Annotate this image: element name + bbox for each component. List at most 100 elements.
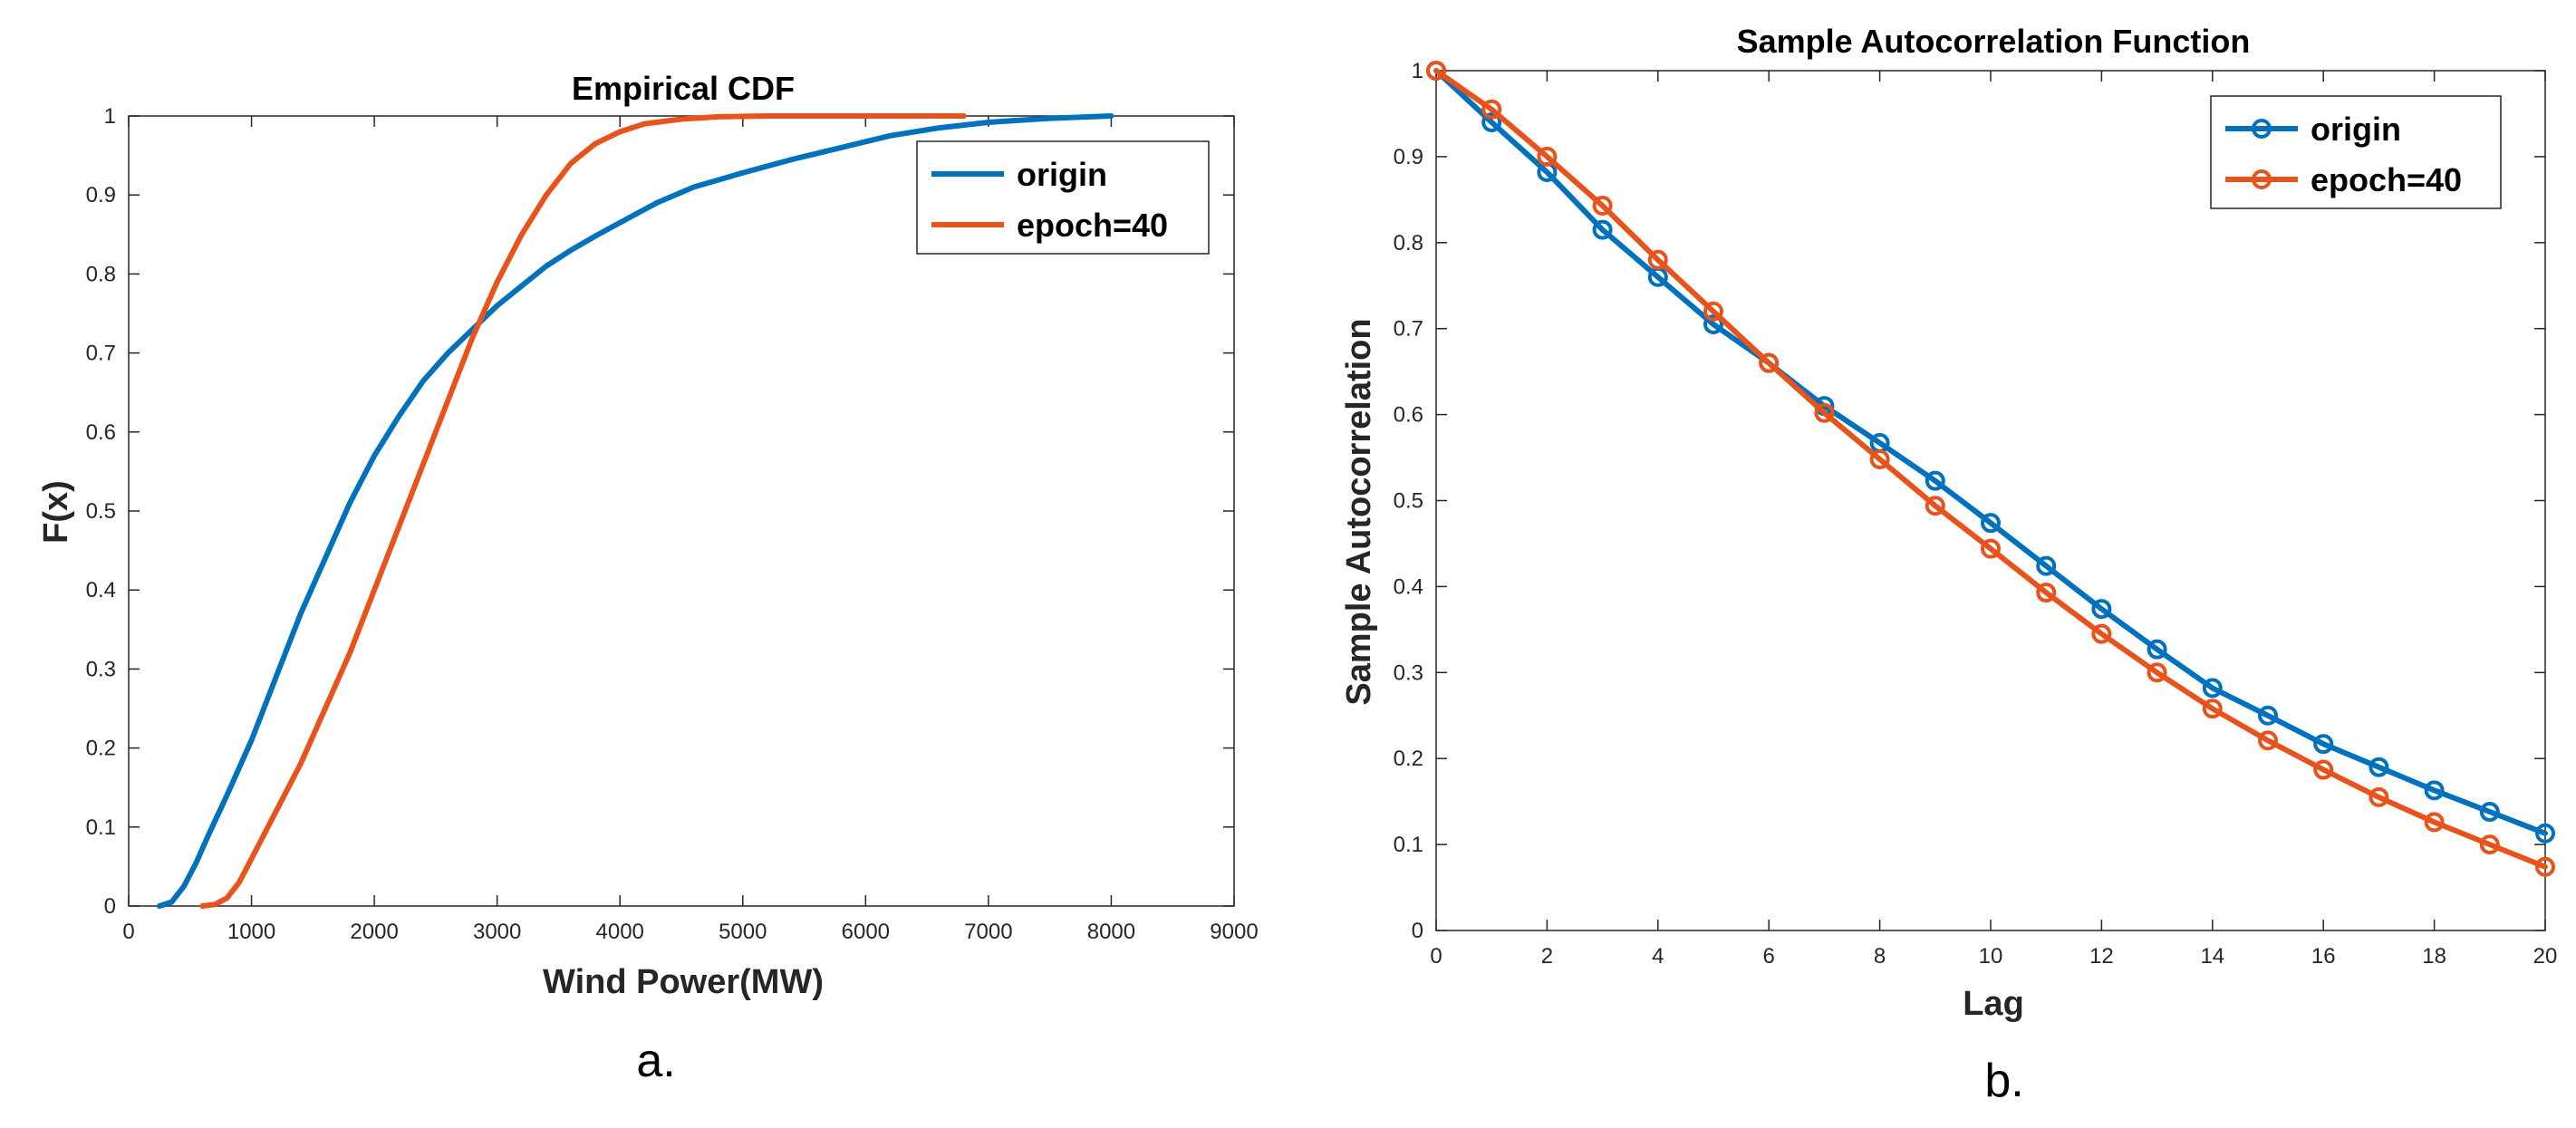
chart-a-title: Empirical CDF (572, 70, 795, 107)
chart-b-point-epoch (1703, 301, 1723, 322)
chart-a-x-tick-label: 5000 (719, 920, 767, 944)
chart-b-x-tick-label: 16 (2311, 944, 2336, 969)
chart-b-point-epoch (2091, 623, 2112, 644)
chart-a-y-tick-label: 0.7 (86, 342, 116, 366)
chart-b-point-origin (2258, 705, 2278, 726)
chart-b-point-epoch (1481, 99, 1502, 120)
chart-a-y-tick-label: 0.5 (86, 499, 116, 524)
chart-a-x-tick-label: 9000 (1210, 920, 1258, 944)
chart-a-caption: a. (636, 1035, 675, 1087)
chart-a-y-axis-label: F(x) (37, 480, 75, 544)
chart-a-x-tick-label: 6000 (842, 920, 890, 944)
chart-b-point-origin (2091, 599, 2112, 620)
chart-b-point-origin (1592, 219, 1613, 240)
chart-a-x-tick-label: 1000 (227, 920, 275, 944)
chart-b-point-origin (1703, 313, 1723, 334)
chart-a-x-tick-label: 4000 (596, 920, 644, 944)
chart-a-x-tick-label: 8000 (1087, 920, 1135, 944)
chart-b-x-tick-label: 4 (1652, 944, 1664, 969)
chart-b-point-origin (2535, 823, 2555, 844)
chart-a-x-tick-label: 7000 (964, 920, 1012, 944)
chart-a-y-tick-label: 0.3 (86, 657, 116, 681)
chart-b-point-origin (2424, 780, 2445, 801)
chart-b-point-epoch (1981, 538, 2001, 559)
chart-b-x-tick-label: 8 (1874, 944, 1886, 969)
chart-b-x-tick-label: 12 (2089, 944, 2114, 969)
chart-b-point-epoch (2369, 786, 2389, 807)
chart-a-series-line-epoch (199, 113, 967, 909)
chart-b-point-epoch (1537, 146, 1558, 167)
chart-a-x-tick-label: 0 (122, 920, 134, 944)
chart-b-series-line-origin (1433, 68, 2548, 836)
chart-a-y-tick-label: 0.6 (86, 420, 116, 445)
chart-b-y-tick-label: 0.5 (1394, 489, 1423, 514)
chart-b-point-epoch (2424, 812, 2445, 833)
chart-a-x-tick-label: 3000 (473, 920, 521, 944)
chart-a-x-tick-label: 2000 (350, 920, 398, 944)
chart-b-y-tick-label: 0.3 (1394, 660, 1423, 685)
chart-b-point-origin (2313, 734, 2334, 755)
chart-a-y-tick-label: 0 (104, 894, 116, 919)
chart-b-point-epoch (2202, 699, 2223, 719)
chart-a-y-tick-label: 0.9 (86, 183, 116, 207)
chart-b-point-origin (2202, 678, 2223, 699)
chart-b-point-epoch (2535, 856, 2555, 877)
chart-b-y-tick-label: 0.4 (1394, 574, 1423, 599)
chart-a-legend-label-epoch: epoch=40 (1017, 207, 1168, 244)
chart-b-point-origin (1481, 111, 1502, 132)
chart-b-legend-label-origin: origin (2311, 111, 2401, 148)
chart-b-point-epoch (2258, 730, 2278, 751)
chart-b-x-axis-label: Lag (1963, 985, 2024, 1023)
panel-b-acf: Sample Autocorrelation Function Lag Samp… (1340, 23, 2557, 1107)
chart-b-point-epoch (1759, 352, 1780, 373)
chart-b-point-epoch (1925, 496, 1945, 516)
chart-b-point-epoch (1647, 249, 1668, 270)
chart-b-x-tick-label: 10 (1979, 944, 2003, 969)
chart-b-point-epoch (2036, 583, 2057, 603)
chart-b-point-origin (2479, 802, 2500, 823)
chart-b-y-tick-label: 0.7 (1394, 317, 1423, 342)
chart-b-x-tick-label: 2 (1541, 944, 1553, 969)
chart-b-x-tick-label: 6 (1763, 944, 1775, 969)
chart-b-legend-marker-origin (2252, 119, 2272, 139)
chart-a-y-tick-label: 0.2 (86, 737, 116, 761)
chart-b-y-tick-label: 0 (1412, 919, 1423, 943)
panel-a-cdf: Empirical CDF Wind Power(MW) F(x) a. 0 10… (37, 70, 1259, 1087)
chart-b-caption: b. (1984, 1055, 2023, 1107)
chart-b-legend-marker-epoch (2252, 169, 2272, 189)
chart-b-title: Sample Autocorrelation Function (1737, 23, 2251, 60)
chart-b-point-epoch (1426, 61, 1446, 81)
chart-b-y-tick-label: 1 (1412, 59, 1423, 83)
chart-a-y-tick-label: 1 (104, 104, 116, 129)
chart-a-legend-label-origin: origin (1017, 156, 1107, 193)
chart-a-y-tick-label: 0.1 (86, 815, 116, 840)
chart-b-x-tick-label: 0 (1430, 944, 1442, 969)
chart-a-series-line-origin (156, 113, 1114, 909)
chart-b-y-tick-label: 0.6 (1394, 403, 1423, 428)
chart-b-legend (2210, 95, 2502, 209)
chart-b-y-tick-label: 0.9 (1394, 145, 1423, 169)
chart-b-y-tick-label: 0.2 (1394, 747, 1423, 771)
chart-b-series-line-epoch (1433, 68, 2548, 870)
chart-b-point-origin (1981, 513, 2001, 534)
chart-b-y-tick-label: 0.1 (1394, 833, 1423, 857)
chart-a-y-tick-label: 0.8 (86, 262, 116, 286)
chart-a-y-tick-label: 0.4 (86, 578, 116, 603)
chart-b-y-tick-label: 0.8 (1394, 231, 1423, 255)
chart-b-x-tick-label: 14 (2200, 944, 2224, 969)
chart-b-x-tick-label: 18 (2422, 944, 2446, 969)
chart-b-point-epoch (2479, 834, 2500, 855)
chart-b-y-axis-label: Sample Autocorrelation (1340, 318, 1378, 705)
chart-a-legend (916, 140, 1210, 255)
chart-b-point-epoch (1592, 195, 1613, 216)
chart-b-point-origin (2369, 757, 2389, 777)
chart-b-legend-label-epoch: epoch=40 (2311, 161, 2462, 198)
chart-b-point-epoch (2147, 662, 2167, 683)
chart-b-point-origin (2147, 639, 2167, 660)
chart-b-point-epoch (1814, 402, 1835, 423)
chart-a-x-axis-label: Wind Power(MW) (543, 963, 824, 1001)
chart-b-point-origin (2036, 555, 2057, 576)
chart-b-point-epoch (2313, 759, 2334, 780)
